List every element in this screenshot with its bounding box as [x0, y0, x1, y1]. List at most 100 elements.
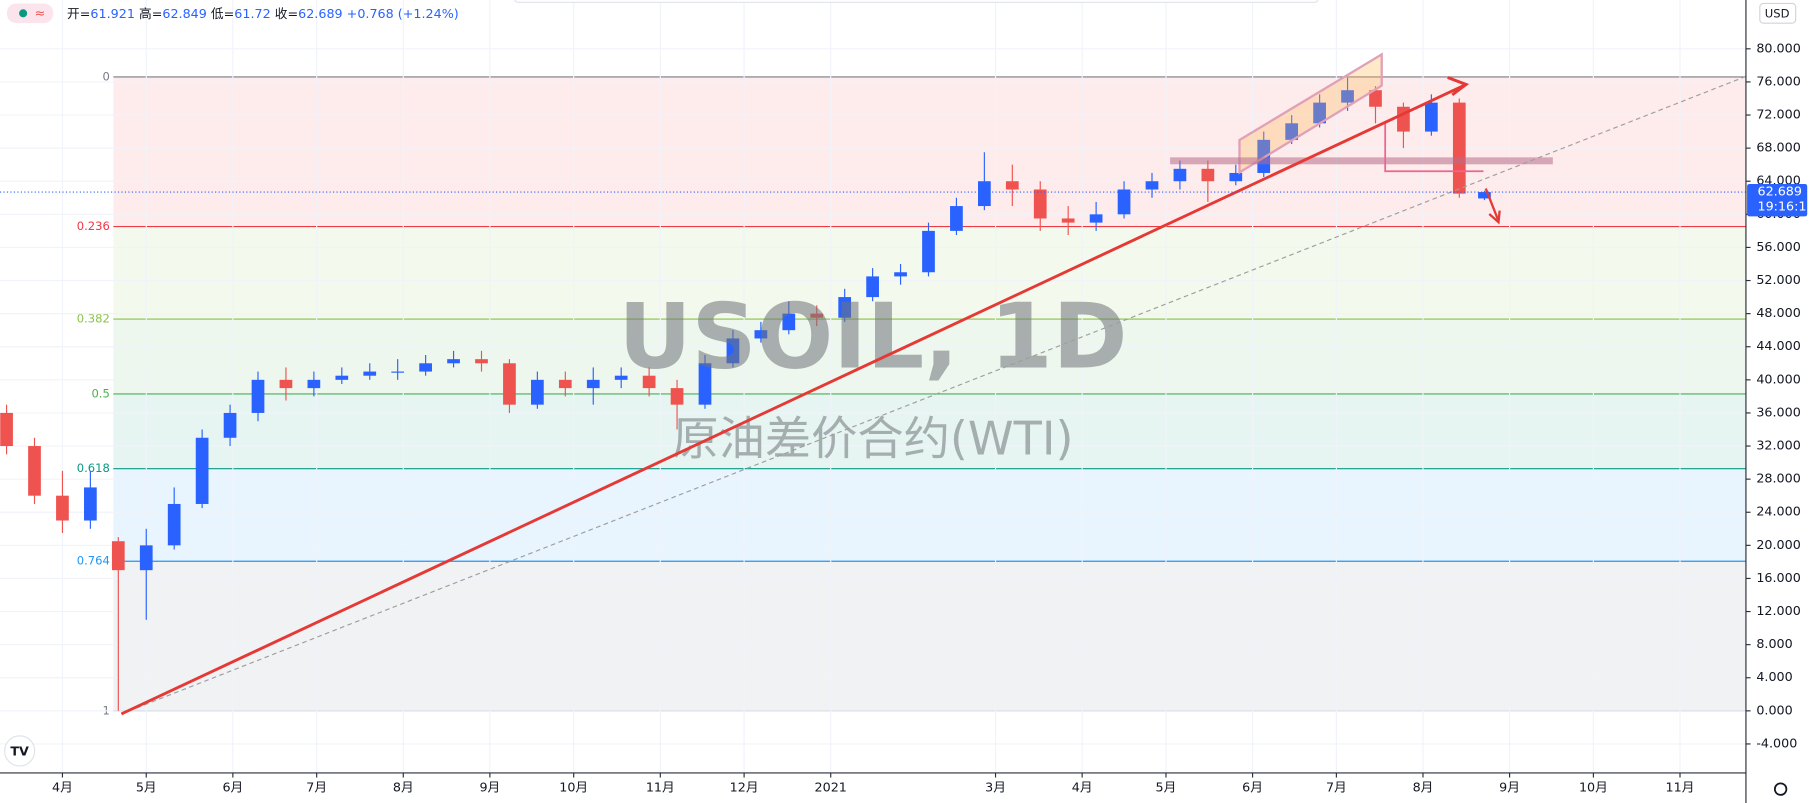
- x-tick-label: 5月: [1156, 779, 1177, 794]
- x-tick-label: 8月: [393, 779, 414, 794]
- grid-layer: [0, 0, 1746, 773]
- x-tick-label: 6月: [1242, 779, 1263, 794]
- x-tick-label: 7月: [306, 779, 327, 794]
- candle-body: [838, 297, 852, 318]
- countdown: 19:16:17: [1758, 199, 1813, 214]
- y-tick-label: 52.000: [1756, 272, 1801, 287]
- candle-body: [1117, 189, 1131, 215]
- candle-body: [1369, 90, 1382, 107]
- candle-body: [1173, 168, 1187, 182]
- candle-body: [391, 371, 405, 373]
- high-label: 高=: [139, 5, 162, 20]
- y-tick-label: 68.000: [1756, 140, 1801, 155]
- y-tick-label: 40.000: [1756, 371, 1801, 386]
- candle-body: [1033, 189, 1047, 219]
- candle-body: [1341, 90, 1354, 103]
- x-tick-label: 6月: [222, 779, 243, 794]
- candle-body: [1229, 172, 1243, 182]
- close-value: 62.689: [298, 5, 343, 20]
- candle-body: [922, 230, 935, 273]
- y-tick-label: 32.000: [1756, 438, 1801, 453]
- down-arrow-head: [1488, 210, 1501, 225]
- x-tick-label: 11月: [646, 779, 675, 794]
- candle-body: [810, 313, 824, 318]
- fib-label: 0.382: [77, 312, 110, 326]
- candle-body: [1005, 181, 1019, 190]
- fib-zone: [113, 393, 1746, 469]
- candle-body: [586, 379, 600, 389]
- candle-body: [1061, 218, 1075, 223]
- fib-zone: [113, 319, 1746, 394]
- candle-body: [1145, 181, 1159, 190]
- change-pct: (+1.24%): [398, 5, 459, 20]
- y-tick-label: 72.000: [1756, 107, 1801, 122]
- ohlc-legend: 开=61.921 高=62.849 低=61.72 收=62.689 +0.76…: [67, 5, 459, 20]
- candle-body: [1285, 123, 1299, 140]
- candle-body: [335, 375, 349, 380]
- open-label: 开=: [67, 5, 90, 20]
- fib-label: 0.764: [77, 554, 110, 568]
- y-tick-label: 0.000: [1756, 702, 1792, 717]
- fib-label: 0.236: [77, 219, 110, 233]
- candle-body: [670, 388, 684, 405]
- watermark-symbol: USOIL, 1D: [618, 284, 1127, 389]
- candle-body: [754, 330, 768, 339]
- x-tick-label: 7月: [1326, 779, 1347, 794]
- candle-body: [251, 379, 265, 413]
- y-tick-label: 24.000: [1756, 504, 1801, 519]
- fib-label: 0.618: [77, 461, 110, 475]
- y-tick-label: 44.000: [1756, 338, 1801, 353]
- x-tick-label: 3月: [985, 779, 1006, 794]
- currency-button[interactable]: [1759, 2, 1797, 24]
- candle-body: [894, 272, 907, 277]
- down-arrow: [1484, 188, 1500, 222]
- y-tick-label: -4.000: [1756, 735, 1797, 750]
- badge-icon: ≈: [35, 5, 46, 20]
- header: ≈ 开=61.921 高=62.849 低=61.72 收=62.689 +0.…: [4, 0, 1797, 796]
- top-toolbar[interactable]: [514, 0, 1319, 3]
- low-value: 61.72: [234, 5, 270, 20]
- zone: [1170, 157, 1553, 165]
- candle-body: [111, 541, 125, 571]
- bracket: [1384, 121, 1484, 173]
- fib-zone: [113, 76, 1746, 227]
- badge[interactable]: [6, 3, 54, 24]
- low-label: 低=: [211, 5, 234, 20]
- close-label: 收=: [275, 5, 298, 20]
- settings-icon[interactable]: [1773, 782, 1788, 796]
- candle-body: [782, 313, 796, 331]
- candle-body: [195, 437, 209, 504]
- time-axis-bg: [0, 772, 1813, 803]
- candle-body: [56, 495, 69, 521]
- x-tick-label: 9月: [1499, 779, 1520, 794]
- tv-logo[interactable]: [4, 735, 36, 767]
- candle-body: [139, 545, 153, 571]
- open-value: 61.921: [90, 5, 135, 20]
- price-label: 62.689: [1758, 184, 1803, 199]
- x-tick-label: 2021: [815, 779, 847, 794]
- currency: USD: [1765, 6, 1790, 20]
- candle-body: [1201, 168, 1215, 182]
- y-tick-label: 8.000: [1756, 636, 1792, 651]
- x-tick-label: 10月: [559, 779, 588, 794]
- candle-body: [1089, 214, 1103, 223]
- candle-body: [84, 487, 97, 521]
- x-tick-label: 4月: [52, 779, 73, 794]
- x-tick-label: 4月: [1072, 779, 1093, 794]
- y-tick-label: 20.000: [1756, 537, 1801, 552]
- candle-body: [419, 363, 432, 372]
- candle-body: [0, 412, 13, 447]
- change: +0.768: [347, 5, 394, 20]
- fib-zone: [113, 468, 1746, 562]
- x-tick-label: 10月: [1579, 779, 1608, 794]
- candle-body: [950, 206, 963, 231]
- candle-body: [307, 379, 321, 389]
- high-value: 62.849: [162, 5, 207, 20]
- y-tick-label: 80.000: [1756, 40, 1801, 55]
- candle-body: [726, 338, 740, 364]
- y-tick-label: 28.000: [1756, 471, 1801, 486]
- fib-zone: [113, 561, 1746, 711]
- candle-body: [1478, 192, 1491, 199]
